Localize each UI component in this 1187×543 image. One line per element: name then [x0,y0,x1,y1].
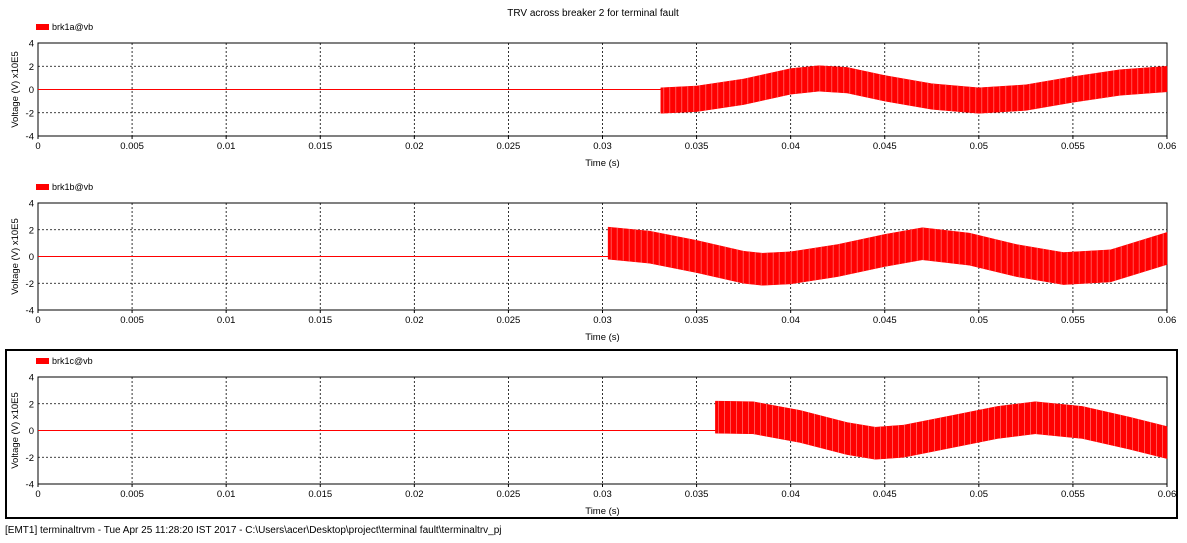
x-tick-label: 0.025 [497,489,521,500]
y-axis-label: Voltage (V) x10E5 [10,51,21,128]
y-tick-label: 4 [29,373,34,384]
legend-swatch [36,358,49,364]
y-tick-label: -2 [26,108,34,119]
legend-swatch [36,184,49,190]
x-tick-label: 0.03 [593,489,612,500]
x-tick-label: 0.005 [120,315,144,326]
y-tick-label: 0 [29,426,34,437]
x-tick-label: 0.03 [593,141,612,152]
panel-1: brk1a@vb 0 0.005 0.01 0.015 0.02 0.025 0.03 0.03… [10,22,1176,169]
y-tick-label: 0 [29,252,34,263]
x-tick-label: 0.045 [873,315,897,326]
x-tick-label: 0.01 [217,489,236,500]
trv-chart: TRV across breaker 2 for terminal fault … [5,8,1178,519]
y-axis-label: Voltage (V) x10E5 [10,392,21,469]
x-axis-label: Time (s) [585,158,619,169]
x-tick-label: 0.025 [497,315,521,326]
y-axis-label: Voltage (V) x10E5 [10,218,21,295]
x-tick-label: 0.06 [1158,315,1177,326]
x-tick-label: 0.015 [308,489,332,500]
chart-title: TRV across breaker 2 for terminal fault [507,8,679,19]
x-tick-label: 0 [35,489,40,500]
x-tick-label: 0 [35,141,40,152]
status-bar: [EMT1] terminaltrvm - Tue Apr 25 11:28:2… [5,525,502,536]
x-tick-label: 0.015 [308,315,332,326]
x-tick-label: 0.045 [873,141,897,152]
x-tick-label: 0.04 [781,315,800,326]
x-tick-label: 0.03 [593,315,612,326]
x-tick-label: 0.025 [497,141,521,152]
x-tick-label: 0.06 [1158,141,1177,152]
panel-3: brk1c@vb 0 0.005 0.01 0.015 0.02 0.025 0.03 0.03… [5,349,1178,519]
x-tick-label: 0.02 [405,315,424,326]
legend-label: brk1a@vb [52,22,93,32]
y-tick-label: -2 [26,453,34,464]
x-tick-label: 0.01 [217,141,236,152]
y-tick-label: -2 [26,279,34,290]
y-tick-label: -4 [26,306,34,317]
y-tick-label: 2 [29,399,34,410]
legend-swatch [36,24,49,30]
x-tick-label: 0.05 [970,489,989,500]
x-tick-label: 0.055 [1061,141,1085,152]
x-tick-label: 0.035 [685,315,709,326]
x-tick-label: 0.05 [970,141,989,152]
legend-label: brk1b@vb [52,182,93,192]
x-tick-label: 0.04 [781,489,800,500]
x-tick-label: 0.02 [405,141,424,152]
x-axis-label: Time (s) [585,506,619,517]
x-tick-label: 0.035 [685,489,709,500]
legend-label: brk1c@vb [52,356,93,366]
y-tick-label: -4 [26,132,34,143]
panel-2: brk1b@vb 0 0.005 0.01 0.015 0.02 0.025 0.03 0.03… [10,182,1176,343]
x-tick-label: 0.06 [1158,489,1177,500]
x-tick-label: 0.005 [120,489,144,500]
x-tick-label: 0.005 [120,141,144,152]
selected-panel-frame [5,349,1178,519]
x-tick-label: 0.055 [1061,489,1085,500]
x-tick-label: 0.04 [781,141,800,152]
y-tick-label: 2 [29,225,34,236]
x-tick-label: 0 [35,315,40,326]
x-tick-label: 0.015 [308,141,332,152]
x-tick-label: 0.02 [405,489,424,500]
y-tick-label: 0 [29,85,34,96]
series-envelope [715,400,1168,460]
x-tick-label: 0.055 [1061,315,1085,326]
y-tick-label: -4 [26,480,34,491]
series-envelope [660,65,1168,114]
y-tick-label: 4 [29,39,34,50]
x-tick-label: 0.045 [873,489,897,500]
x-tick-label: 0.035 [685,141,709,152]
x-tick-label: 0.01 [217,315,236,326]
y-tick-label: 4 [29,199,34,210]
x-tick-label: 0.05 [970,315,989,326]
y-tick-label: 2 [29,62,34,73]
series-envelope [607,226,1168,286]
x-axis-label: Time (s) [585,332,619,343]
